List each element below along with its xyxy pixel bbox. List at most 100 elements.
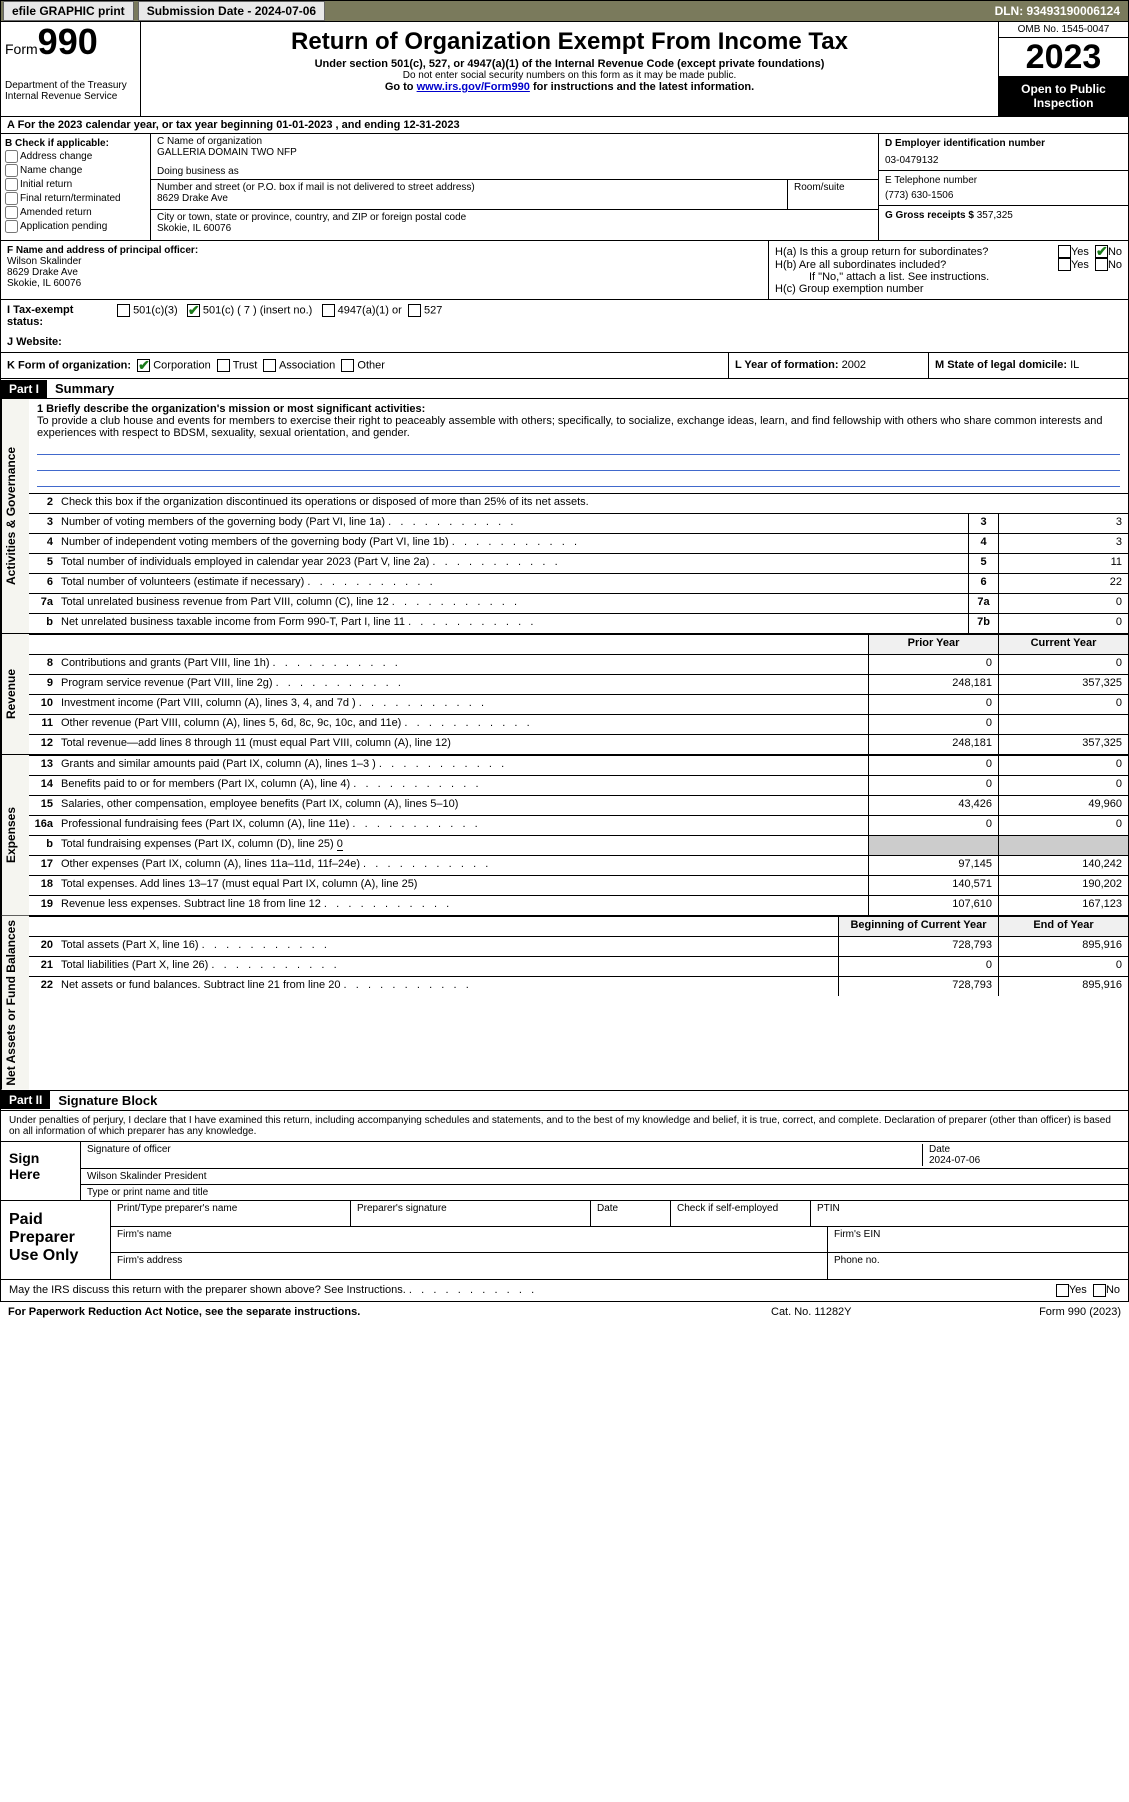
chk-address-change[interactable]: Address change <box>5 150 146 163</box>
c16a: 0 <box>998 816 1128 835</box>
p20: 728,793 <box>838 937 998 956</box>
discuss-yes: Yes <box>1069 1284 1087 1297</box>
c11 <box>998 715 1128 734</box>
vtab-net-assets: Net Assets or Fund Balances <box>1 916 29 1090</box>
firm-name-label: Firm's name <box>111 1227 828 1252</box>
line-14: Benefits paid to or for members (Part IX… <box>57 776 868 795</box>
p13: 0 <box>868 756 998 775</box>
form-year-block: OMB No. 1545-0047 2023 Open to Public In… <box>998 22 1128 116</box>
line-16b: Total fundraising expenses (Part IX, col… <box>57 836 868 855</box>
chk-initial-return[interactable]: Initial return <box>5 178 146 191</box>
hb-label: H(b) Are all subordinates included? <box>775 259 1058 271</box>
signature-block: Under penalties of perjury, I declare th… <box>0 1111 1129 1280</box>
line-20: Total assets (Part X, line 16) <box>57 937 838 956</box>
state-domicile: IL <box>1070 359 1079 371</box>
mission-block: 1 Briefly describe the organization's mi… <box>29 399 1128 493</box>
c20: 895,916 <box>998 937 1128 956</box>
chk-trust[interactable] <box>217 359 230 372</box>
firm-phone-label: Phone no. <box>828 1253 1128 1279</box>
chk-527[interactable] <box>408 304 421 317</box>
val-7a: 0 <box>998 594 1128 613</box>
irs-label: Internal Revenue Service <box>5 91 136 102</box>
c19: 167,123 <box>998 896 1128 915</box>
form-id-block: Form990 Department of the Treasury Inter… <box>1 22 141 116</box>
chk-name-change[interactable]: Name change <box>5 164 146 177</box>
chk-corporation[interactable] <box>137 359 150 372</box>
line-7b: Net unrelated business taxable income fr… <box>57 614 968 633</box>
line-12: Total revenue—add lines 8 through 11 (mu… <box>57 735 868 754</box>
chk-501c[interactable] <box>187 304 200 317</box>
part-ii-header: Part II Signature Block <box>0 1091 1129 1111</box>
chk-4947[interactable] <box>322 304 335 317</box>
chk-501c3[interactable] <box>117 304 130 317</box>
col-b-header: B Check if applicable: <box>5 138 146 149</box>
prep-sig-label: Preparer's signature <box>351 1201 591 1226</box>
efile-print-button[interactable]: efile GRAPHIC print <box>3 1 134 21</box>
p19: 107,610 <box>868 896 998 915</box>
c12: 357,325 <box>998 735 1128 754</box>
vtab-expenses: Expenses <box>1 755 29 915</box>
ha-yes-chk[interactable] <box>1058 245 1071 258</box>
irs-link[interactable]: www.irs.gov/Form990 <box>417 81 530 93</box>
discuss-row: May the IRS discuss this return with the… <box>0 1280 1129 1302</box>
hb-no-chk[interactable] <box>1095 258 1108 271</box>
org-name-label: C Name of organization <box>157 136 872 147</box>
public-inspection-badge: Open to Public Inspection <box>999 76 1128 116</box>
hc-label: H(c) Group exemption number <box>775 283 1122 295</box>
val-6: 22 <box>998 574 1128 593</box>
part-ii-title: Signature Block <box>50 1091 165 1110</box>
lbl-association: Association <box>279 359 335 371</box>
p8: 0 <box>868 655 998 674</box>
chk-amended-return[interactable]: Amended return <box>5 206 146 219</box>
discuss-yes-chk[interactable] <box>1056 1284 1069 1297</box>
footer-row: For Paperwork Reduction Act Notice, see … <box>0 1302 1129 1322</box>
c17: 140,242 <box>998 856 1128 875</box>
line-15: Salaries, other compensation, employee b… <box>57 796 868 815</box>
chk-association[interactable] <box>263 359 276 372</box>
chk-other[interactable] <box>341 359 354 372</box>
discuss-no-chk[interactable] <box>1093 1284 1106 1297</box>
ein-label: D Employer identification number <box>885 138 1122 149</box>
form-footer: Form 990 (2023) <box>971 1306 1121 1318</box>
line-13: Grants and similar amounts paid (Part IX… <box>57 756 868 775</box>
row-j: J Website: <box>0 332 1129 353</box>
p11: 0 <box>868 715 998 734</box>
chk-final-return[interactable]: Final return/terminated <box>5 192 146 205</box>
hdr-begin: Beginning of Current Year <box>838 917 998 936</box>
gross-label: G Gross receipts $ <box>885 210 974 221</box>
year-formation: 2002 <box>842 359 866 371</box>
p16a: 0 <box>868 816 998 835</box>
hb-yes-chk[interactable] <box>1058 258 1071 271</box>
part-i-header: Part I Summary <box>0 379 1129 399</box>
line-17: Other expenses (Part IX, column (A), lin… <box>57 856 868 875</box>
section-fh: F Name and address of principal officer:… <box>0 241 1129 300</box>
officer-label: F Name and address of principal officer: <box>7 245 762 256</box>
p16b <box>868 836 998 855</box>
p15: 43,426 <box>868 796 998 815</box>
vtab-revenue: Revenue <box>1 634 29 754</box>
discuss-no: No <box>1106 1284 1120 1297</box>
omb-number: OMB No. 1545-0047 <box>999 22 1128 38</box>
firm-addr-label: Firm's address <box>111 1253 828 1279</box>
c15: 49,960 <box>998 796 1128 815</box>
submission-date-button[interactable]: Submission Date - 2024-07-06 <box>138 1 325 21</box>
ha-no-chk[interactable] <box>1095 245 1108 258</box>
line-21: Total liabilities (Part X, line 26) <box>57 957 838 976</box>
form-word: Form <box>5 41 38 57</box>
sign-here-row: Sign Here Signature of officerDate2024-0… <box>1 1141 1128 1200</box>
ha-yes: Yes <box>1071 246 1089 258</box>
discuss-label: May the IRS discuss this return with the… <box>9 1284 1056 1297</box>
form-subtitle-3: Go to www.irs.gov/Form990 for instructio… <box>145 81 994 93</box>
sig-officer-name: Wilson Skalinder President <box>87 1171 1122 1182</box>
column-f-officer: F Name and address of principal officer:… <box>1 241 768 299</box>
website-value <box>111 332 1128 352</box>
paperwork-notice: For Paperwork Reduction Act Notice, see … <box>8 1306 771 1318</box>
chk-application-pending[interactable]: Application pending <box>5 220 146 233</box>
p14: 0 <box>868 776 998 795</box>
column-d-ein-tel: D Employer identification number 03-0479… <box>878 134 1128 240</box>
lbl-other: Other <box>357 359 385 371</box>
c14: 0 <box>998 776 1128 795</box>
gross-value: 357,325 <box>977 210 1013 221</box>
revenue-section: Revenue Prior YearCurrent Year 8Contribu… <box>0 634 1129 755</box>
mission-text: To provide a club house and events for m… <box>37 415 1120 439</box>
